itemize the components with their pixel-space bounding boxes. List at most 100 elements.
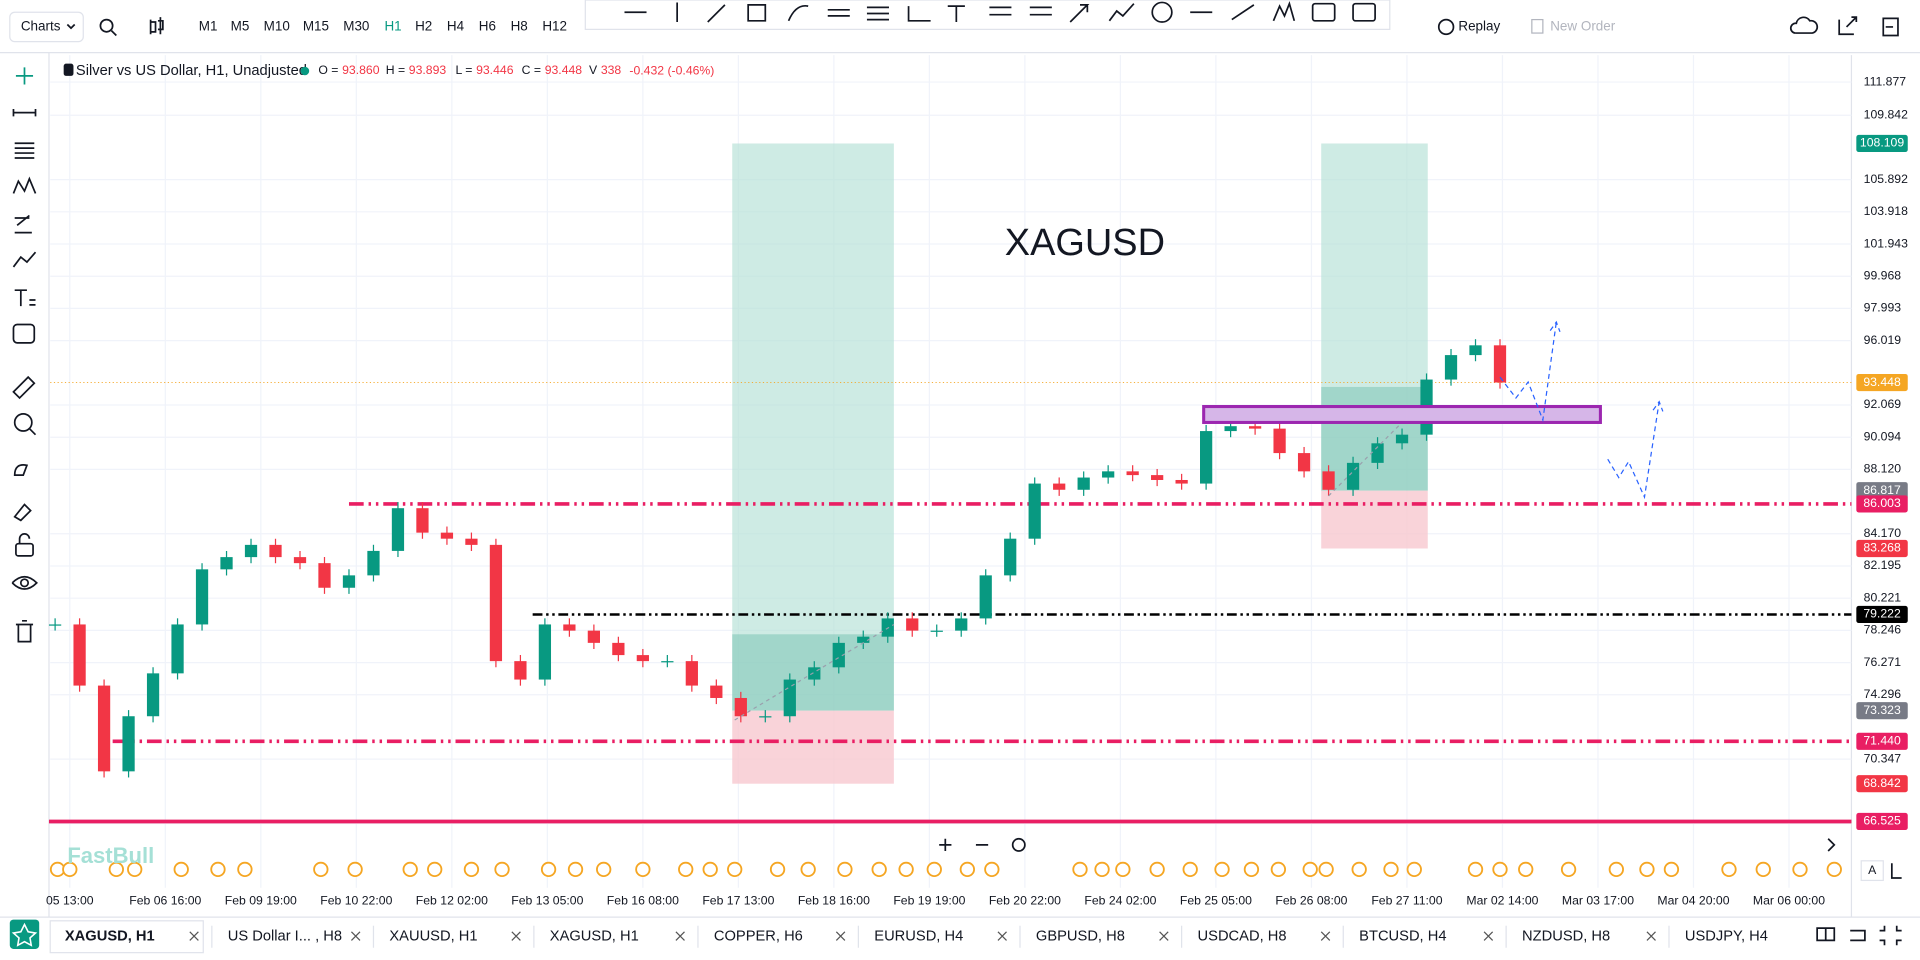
timeframe[interactable]: M10 xyxy=(264,19,290,34)
tab-close[interactable] xyxy=(675,931,685,941)
candle-type-icon[interactable] xyxy=(149,17,164,35)
new-order[interactable]: New Order xyxy=(1550,19,1616,34)
event-icon[interactable] xyxy=(1560,861,1577,878)
event-icon[interactable] xyxy=(1826,861,1842,878)
tab-label[interactable]: XAUUSD, H1 xyxy=(389,929,477,945)
event-icon[interactable] xyxy=(837,861,853,878)
tab-label[interactable]: COPPER, H6 xyxy=(714,929,803,945)
event-icon[interactable] xyxy=(237,861,253,878)
tab-label[interactable]: BTCUSD, H4 xyxy=(1359,929,1446,945)
charts-menu[interactable] xyxy=(9,11,84,43)
timeframe[interactable]: H1 xyxy=(384,19,401,34)
event-icon[interactable] xyxy=(173,861,189,878)
top-right-icons[interactable] xyxy=(1789,16,1899,37)
event-icon[interactable] xyxy=(1518,861,1534,878)
timeframe[interactable]: M30 xyxy=(343,19,369,34)
tab-active[interactable] xyxy=(49,920,204,954)
event-icon[interactable] xyxy=(1149,861,1165,878)
event-icon[interactable] xyxy=(1302,861,1318,878)
price-note-tool[interactable] xyxy=(1352,2,1376,22)
event-icon[interactable] xyxy=(1663,861,1680,878)
event-icon[interactable] xyxy=(871,861,887,878)
timeframe[interactable]: H8 xyxy=(511,19,528,34)
log-button[interactable] xyxy=(1890,863,1902,879)
auto-scale-button[interactable] xyxy=(1860,860,1884,882)
timeframe[interactable]: M5 xyxy=(231,19,250,34)
event-icon[interactable] xyxy=(1755,861,1771,878)
event-icon[interactable] xyxy=(1492,861,1508,878)
zoom-controls[interactable] xyxy=(939,837,1836,852)
event-icon[interactable] xyxy=(769,861,786,878)
timeframe[interactable]: M15 xyxy=(303,19,329,34)
event-icon[interactable] xyxy=(1406,861,1422,878)
event-icon[interactable] xyxy=(596,861,612,878)
event-icon[interactable] xyxy=(727,861,743,878)
event-icon[interactable] xyxy=(1182,861,1198,878)
event-icon[interactable] xyxy=(313,861,329,878)
event-icon[interactable] xyxy=(926,861,942,878)
event-icon[interactable] xyxy=(62,861,78,878)
tab-close[interactable] xyxy=(350,931,361,941)
event-icon[interactable] xyxy=(800,861,816,878)
event-icon[interactable] xyxy=(1608,861,1624,878)
event-icon[interactable] xyxy=(984,861,1000,878)
timeframe[interactable]: H4 xyxy=(447,19,465,34)
event-icon[interactable] xyxy=(1467,861,1484,878)
event-icon[interactable] xyxy=(635,861,651,878)
event-icon[interactable] xyxy=(1721,861,1737,878)
tool-icons[interactable] xyxy=(624,1,1296,23)
timeframe[interactable]: M1 xyxy=(199,19,218,34)
event-icon[interactable] xyxy=(1214,861,1230,878)
note-tool[interactable] xyxy=(1311,2,1336,22)
tab-close[interactable] xyxy=(1320,931,1331,941)
replay-icon[interactable] xyxy=(1437,18,1455,36)
replay[interactable]: Replay xyxy=(1458,19,1500,34)
event-icon[interactable] xyxy=(1115,861,1131,878)
watchlist-button[interactable] xyxy=(9,919,40,949)
tab-close[interactable] xyxy=(1646,931,1656,941)
ellipse-tool[interactable] xyxy=(1151,1,1173,23)
tab-close[interactable] xyxy=(1159,931,1169,941)
timeframe[interactable]: H12 xyxy=(542,19,567,34)
tab-close[interactable] xyxy=(997,931,1007,941)
timeframe[interactable]: H6 xyxy=(479,19,496,34)
event-icon[interactable] xyxy=(210,861,226,878)
tab-close[interactable] xyxy=(511,931,521,941)
search-icon[interactable] xyxy=(99,18,114,33)
event-icon[interactable] xyxy=(540,861,557,878)
tab-close[interactable] xyxy=(1483,931,1494,941)
event-icon[interactable] xyxy=(427,861,443,878)
event-icon[interactable] xyxy=(108,861,124,878)
event-icon[interactable] xyxy=(678,861,694,878)
event-icon[interactable] xyxy=(567,861,584,878)
event-icon[interactable] xyxy=(494,861,510,878)
event-icon[interactable] xyxy=(463,861,480,878)
event-icon[interactable] xyxy=(1094,861,1110,878)
tab-label[interactable]: US Dollar I... , H8 xyxy=(228,929,342,945)
tab-label[interactable]: USDJPY, H4 xyxy=(1685,929,1768,945)
event-icon[interactable] xyxy=(1792,861,1808,878)
event-icon[interactable] xyxy=(1243,861,1260,878)
layout-icons[interactable] xyxy=(1816,925,1902,946)
event-icon[interactable] xyxy=(898,861,914,878)
event-icon[interactable] xyxy=(347,861,363,878)
event-icon[interactable] xyxy=(1270,861,1287,878)
tab-close[interactable] xyxy=(835,931,846,941)
timeframe[interactable]: H2 xyxy=(415,19,432,34)
event-icon[interactable] xyxy=(127,861,143,878)
event-icon[interactable] xyxy=(1318,861,1334,878)
tab-label[interactable]: NZDUSD, H8 xyxy=(1522,929,1610,945)
event-icon[interactable] xyxy=(402,861,418,878)
tab-label[interactable]: XAGUSD, H1 xyxy=(550,929,639,945)
left-tools[interactable] xyxy=(11,67,38,643)
event-icon[interactable] xyxy=(959,861,975,878)
event-icon[interactable] xyxy=(702,861,718,878)
event-icon[interactable] xyxy=(1351,861,1367,878)
tab-label[interactable]: XAGUSD, H1 xyxy=(65,929,155,945)
event-icon[interactable] xyxy=(1383,861,1399,878)
event-icon[interactable] xyxy=(1072,861,1088,878)
tab-label[interactable]: EURUSD, H4 xyxy=(874,929,963,945)
tab-label[interactable]: USDCAD, H8 xyxy=(1198,929,1287,945)
tab-close[interactable] xyxy=(189,931,199,941)
event-icon[interactable] xyxy=(1639,861,1655,878)
